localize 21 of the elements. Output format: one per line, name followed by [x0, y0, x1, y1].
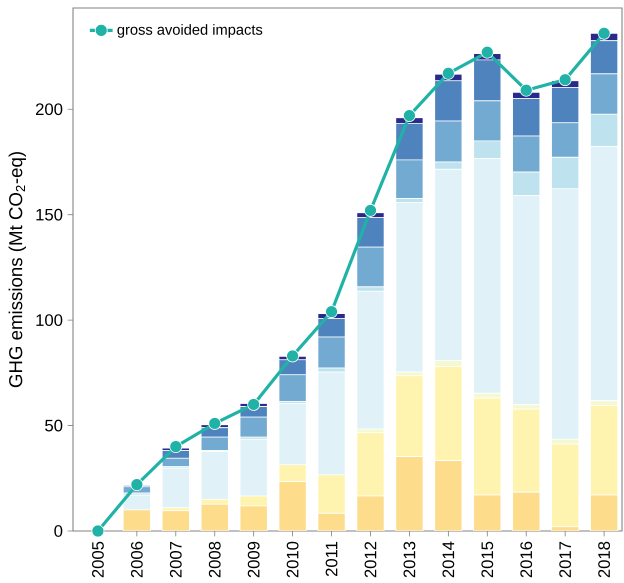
y-tick-label: 100: [36, 314, 62, 326]
x-tick-label: 2006: [130, 542, 143, 578]
y-axis-title: GHG emissions (Mt CO$_{2}$-eq): [8, 152, 26, 388]
x-tick-label: 2008: [208, 542, 221, 578]
x-tick-label: 2016: [520, 542, 532, 578]
legend-label: gross avoided impacts: [117, 24, 262, 38]
x-tick-label: 2009: [248, 542, 260, 578]
y-tick-label: 0: [54, 525, 62, 537]
y-tick-label: 150: [36, 208, 62, 221]
x-tick-label: 2018: [598, 542, 610, 578]
y-tick-label: 200: [36, 103, 62, 116]
x-tick-label: 2007: [170, 542, 182, 578]
x-tick-label: 2013: [404, 542, 416, 578]
y-tick-label: 50: [45, 420, 62, 432]
x-tick-label: 2014: [442, 542, 454, 578]
x-tick-label: 2017: [559, 542, 572, 578]
x-tick-label: 2012: [364, 542, 376, 578]
x-tick-label: 2005: [92, 542, 104, 578]
x-tick-label: 2010: [286, 542, 299, 578]
x-tick-label: 2011: [326, 542, 338, 576]
x-tick-label: 2015: [481, 542, 494, 578]
